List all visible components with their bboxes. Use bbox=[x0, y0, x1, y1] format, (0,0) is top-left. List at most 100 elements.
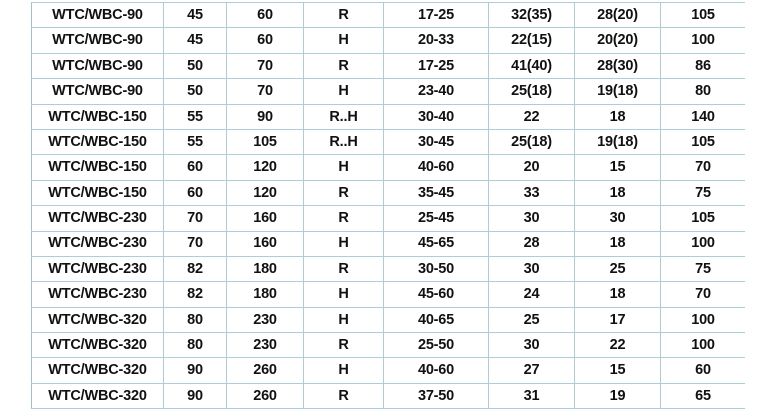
cell-value_c[interactable]: 105 bbox=[660, 2, 745, 29]
cell-mount_type[interactable]: R bbox=[303, 332, 384, 359]
cell-value_c[interactable]: 100 bbox=[660, 306, 745, 334]
cell-model[interactable]: WTC/WBC-230 bbox=[31, 230, 164, 257]
cell-carrier_range[interactable]: 25-50 bbox=[383, 332, 489, 359]
cell-mount_type[interactable]: R bbox=[303, 255, 384, 283]
table-row[interactable]: WTC/WBC-320 80 230 R 25-50 30 22 100 bbox=[31, 332, 745, 359]
cell-model[interactable]: WTC/WBC-90 bbox=[31, 52, 164, 80]
table-row[interactable]: WTC/WBC-90 45 60 H 20-33 22(15) 20(20) 100 bbox=[31, 27, 745, 54]
cell-value_b[interactable]: 17 bbox=[574, 306, 661, 334]
table-row[interactable]: WTC/WBC-90 45 60 R 17-25 32(35) 28(20) 105 bbox=[31, 2, 745, 29]
cell-weight_min[interactable]: 45 bbox=[163, 27, 227, 54]
table-row[interactable]: WTC/WBC-230 82 180 H 45-60 24 18 70 bbox=[31, 281, 745, 308]
cell-value_c[interactable]: 70 bbox=[660, 154, 745, 181]
table-row[interactable]: WTC/WBC-150 55 105 R..H 30-45 25(18) 19(18) 105 bbox=[31, 128, 745, 156]
cell-mount_type[interactable]: R..H bbox=[303, 128, 384, 156]
cell-mount_type[interactable]: H bbox=[303, 27, 384, 54]
cell-weight_max[interactable]: 105 bbox=[226, 128, 304, 156]
cell-carrier_range[interactable]: 25-45 bbox=[383, 205, 489, 232]
cell-weight_max[interactable]: 120 bbox=[226, 154, 304, 181]
cell-value_a[interactable]: 22(15) bbox=[488, 27, 575, 54]
table-row[interactable]: WTC/WBC-150 60 120 R 35-45 33 18 75 bbox=[31, 179, 745, 207]
cell-value_b[interactable]: 30 bbox=[574, 205, 661, 232]
cell-model[interactable]: WTC/WBC-150 bbox=[31, 103, 164, 130]
cell-value_a[interactable]: 25(18) bbox=[488, 78, 575, 105]
cell-mount_type[interactable]: H bbox=[303, 306, 384, 334]
cell-carrier_range[interactable]: 17-25 bbox=[383, 2, 489, 29]
cell-weight_max[interactable]: 230 bbox=[226, 332, 304, 359]
cell-carrier_range[interactable]: 20-33 bbox=[383, 27, 489, 54]
cell-value_c[interactable]: 75 bbox=[660, 255, 745, 283]
cell-weight_min[interactable]: 45 bbox=[163, 2, 227, 29]
cell-carrier_range[interactable]: 40-65 bbox=[383, 306, 489, 334]
cell-carrier_range[interactable]: 45-65 bbox=[383, 230, 489, 257]
cell-value_b[interactable]: 18 bbox=[574, 103, 661, 130]
cell-carrier_range[interactable]: 30-50 bbox=[383, 255, 489, 283]
cell-carrier_range[interactable]: 30-45 bbox=[383, 128, 489, 156]
cell-carrier_range[interactable]: 30-40 bbox=[383, 103, 489, 130]
cell-mount_type[interactable]: R bbox=[303, 52, 384, 80]
cell-value_b[interactable]: 15 bbox=[574, 357, 661, 384]
table-row[interactable]: WTC/WBC-230 70 160 R 25-45 30 30 105 bbox=[31, 205, 745, 232]
cell-mount_type[interactable]: H bbox=[303, 78, 384, 105]
cell-value_a[interactable]: 33 bbox=[488, 179, 575, 207]
cell-weight_min[interactable]: 90 bbox=[163, 382, 227, 410]
cell-value_c[interactable]: 140 bbox=[660, 103, 745, 130]
cell-weight_max[interactable]: 60 bbox=[226, 2, 304, 29]
cell-mount_type[interactable]: H bbox=[303, 230, 384, 257]
cell-model[interactable]: WTC/WBC-150 bbox=[31, 128, 164, 156]
table-row[interactable]: WTC/WBC-230 70 160 H 45-65 28 18 100 bbox=[31, 230, 745, 257]
cell-model[interactable]: WTC/WBC-230 bbox=[31, 205, 164, 232]
cell-value_b[interactable]: 18 bbox=[574, 230, 661, 257]
cell-value_c[interactable]: 100 bbox=[660, 230, 745, 257]
table-row[interactable]: WTC/WBC-90 50 70 H 23-40 25(18) 19(18) 80 bbox=[31, 78, 745, 105]
cell-weight_max[interactable]: 70 bbox=[226, 52, 304, 80]
cell-carrier_range[interactable]: 35-45 bbox=[383, 179, 489, 207]
table-row[interactable]: WTC/WBC-150 60 120 H 40-60 20 15 70 bbox=[31, 154, 745, 181]
cell-value_b[interactable]: 19(18) bbox=[574, 78, 661, 105]
cell-model[interactable]: WTC/WBC-320 bbox=[31, 332, 164, 359]
cell-mount_type[interactable]: R bbox=[303, 382, 384, 410]
cell-carrier_range[interactable]: 45-60 bbox=[383, 281, 489, 308]
cell-carrier_range[interactable]: 37-50 bbox=[383, 382, 489, 410]
cell-value_a[interactable]: 22 bbox=[488, 103, 575, 130]
cell-value_c[interactable]: 70 bbox=[660, 281, 745, 308]
cell-weight_min[interactable]: 82 bbox=[163, 255, 227, 283]
cell-value_b[interactable]: 20(20) bbox=[574, 27, 661, 54]
cell-carrier_range[interactable]: 23-40 bbox=[383, 78, 489, 105]
cell-weight_max[interactable]: 230 bbox=[226, 306, 304, 334]
cell-weight_min[interactable]: 55 bbox=[163, 103, 227, 130]
cell-value_b[interactable]: 15 bbox=[574, 154, 661, 181]
cell-weight_max[interactable]: 90 bbox=[226, 103, 304, 130]
cell-weight_max[interactable]: 160 bbox=[226, 205, 304, 232]
cell-model[interactable]: WTC/WBC-90 bbox=[31, 78, 164, 105]
cell-value_a[interactable]: 32(35) bbox=[488, 2, 575, 29]
cell-model[interactable]: WTC/WBC-320 bbox=[31, 357, 164, 384]
cell-model[interactable]: WTC/WBC-230 bbox=[31, 255, 164, 283]
cell-weight_max[interactable]: 70 bbox=[226, 78, 304, 105]
cell-value_c[interactable]: 100 bbox=[660, 332, 745, 359]
cell-value_c[interactable]: 105 bbox=[660, 205, 745, 232]
cell-model[interactable]: WTC/WBC-90 bbox=[31, 27, 164, 54]
cell-value_c[interactable]: 105 bbox=[660, 128, 745, 156]
cell-mount_type[interactable]: R bbox=[303, 2, 384, 29]
cell-value_c[interactable]: 65 bbox=[660, 382, 745, 410]
cell-weight_min[interactable]: 60 bbox=[163, 179, 227, 207]
cell-value_b[interactable]: 19 bbox=[574, 382, 661, 410]
cell-mount_type[interactable]: H bbox=[303, 281, 384, 308]
cell-value_a[interactable]: 30 bbox=[488, 332, 575, 359]
cell-mount_type[interactable]: H bbox=[303, 357, 384, 384]
cell-weight_min[interactable]: 60 bbox=[163, 154, 227, 181]
cell-weight_max[interactable]: 60 bbox=[226, 27, 304, 54]
cell-weight_min[interactable]: 82 bbox=[163, 281, 227, 308]
cell-value_b[interactable]: 25 bbox=[574, 255, 661, 283]
cell-value_b[interactable]: 18 bbox=[574, 281, 661, 308]
cell-carrier_range[interactable]: 17-25 bbox=[383, 52, 489, 80]
cell-value_a[interactable]: 25(18) bbox=[488, 128, 575, 156]
table-row[interactable]: WTC/WBC-320 80 230 H 40-65 25 17 100 bbox=[31, 306, 745, 334]
cell-value_b[interactable]: 18 bbox=[574, 179, 661, 207]
cell-weight_max[interactable]: 180 bbox=[226, 281, 304, 308]
cell-value_a[interactable]: 20 bbox=[488, 154, 575, 181]
cell-value_b[interactable]: 22 bbox=[574, 332, 661, 359]
cell-value_b[interactable]: 28(30) bbox=[574, 52, 661, 80]
cell-value_a[interactable]: 30 bbox=[488, 255, 575, 283]
